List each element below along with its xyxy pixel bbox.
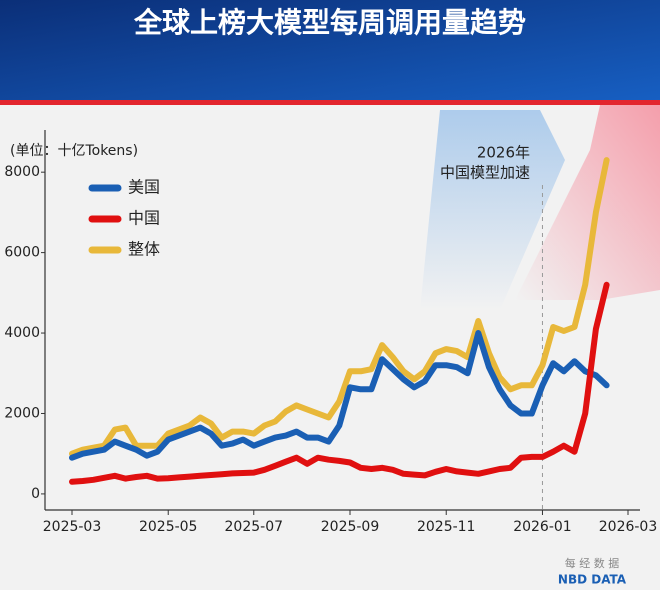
chart-title: 全球上榜大模型每周调用量趋势	[133, 6, 526, 39]
x-tick-label: 2026-01	[513, 519, 572, 535]
y-tick-label: 4000	[4, 325, 40, 341]
x-tick-label: 2026-03	[599, 519, 658, 535]
y-tick-label: 6000	[4, 245, 40, 261]
series-line	[69, 281, 610, 485]
x-tick-label: 2025-09	[321, 519, 380, 535]
x-tick-label: 2025-11	[417, 519, 476, 535]
title-banner	[0, 0, 660, 105]
y-tick-label: 8000	[4, 164, 40, 180]
banner-stripe	[0, 100, 660, 105]
series-line	[69, 330, 610, 461]
x-tick-label: 2025-03	[43, 519, 102, 535]
watermark: 每 经 数 据	[565, 556, 620, 570]
decor-arrow-blue	[420, 110, 565, 310]
annotation: 2026年	[477, 144, 530, 162]
legend-label: 中国	[128, 209, 160, 228]
legend-label: 整体	[128, 240, 160, 259]
decor-arrow-red	[515, 105, 660, 300]
series-line	[69, 157, 610, 457]
y-tick-label: 0	[31, 486, 40, 502]
watermark: NBD DATA	[558, 573, 627, 587]
x-tick-label: 2025-07	[225, 519, 284, 535]
y-axis-unit: (单位：十亿Tokens)	[10, 143, 138, 159]
x-tick-label: 2025-05	[139, 519, 198, 535]
legend-label: 美国	[128, 178, 160, 197]
y-tick-label: 2000	[4, 405, 40, 421]
annotation: 中国模型加速	[440, 164, 530, 182]
